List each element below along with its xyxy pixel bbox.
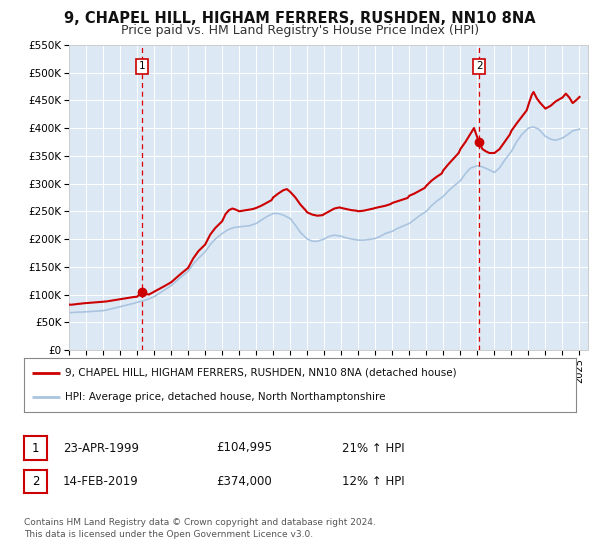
Text: 9, CHAPEL HILL, HIGHAM FERRERS, RUSHDEN, NN10 8NA: 9, CHAPEL HILL, HIGHAM FERRERS, RUSHDEN,… (64, 11, 536, 26)
Text: £374,000: £374,000 (216, 475, 272, 488)
Text: 1: 1 (139, 61, 145, 71)
Text: 9, CHAPEL HILL, HIGHAM FERRERS, RUSHDEN, NN10 8NA (detached house): 9, CHAPEL HILL, HIGHAM FERRERS, RUSHDEN,… (65, 368, 457, 378)
Text: Contains HM Land Registry data © Crown copyright and database right 2024.
This d: Contains HM Land Registry data © Crown c… (24, 518, 376, 539)
Text: 2: 2 (32, 475, 39, 488)
Text: 1: 1 (32, 441, 39, 455)
Text: 12% ↑ HPI: 12% ↑ HPI (342, 475, 404, 488)
Text: HPI: Average price, detached house, North Northamptonshire: HPI: Average price, detached house, Nort… (65, 392, 386, 402)
Text: 21% ↑ HPI: 21% ↑ HPI (342, 441, 404, 455)
Text: 23-APR-1999: 23-APR-1999 (63, 441, 139, 455)
Text: 14-FEB-2019: 14-FEB-2019 (63, 475, 139, 488)
Text: Price paid vs. HM Land Registry's House Price Index (HPI): Price paid vs. HM Land Registry's House … (121, 24, 479, 36)
Text: £104,995: £104,995 (216, 441, 272, 455)
Text: 2: 2 (476, 61, 482, 71)
